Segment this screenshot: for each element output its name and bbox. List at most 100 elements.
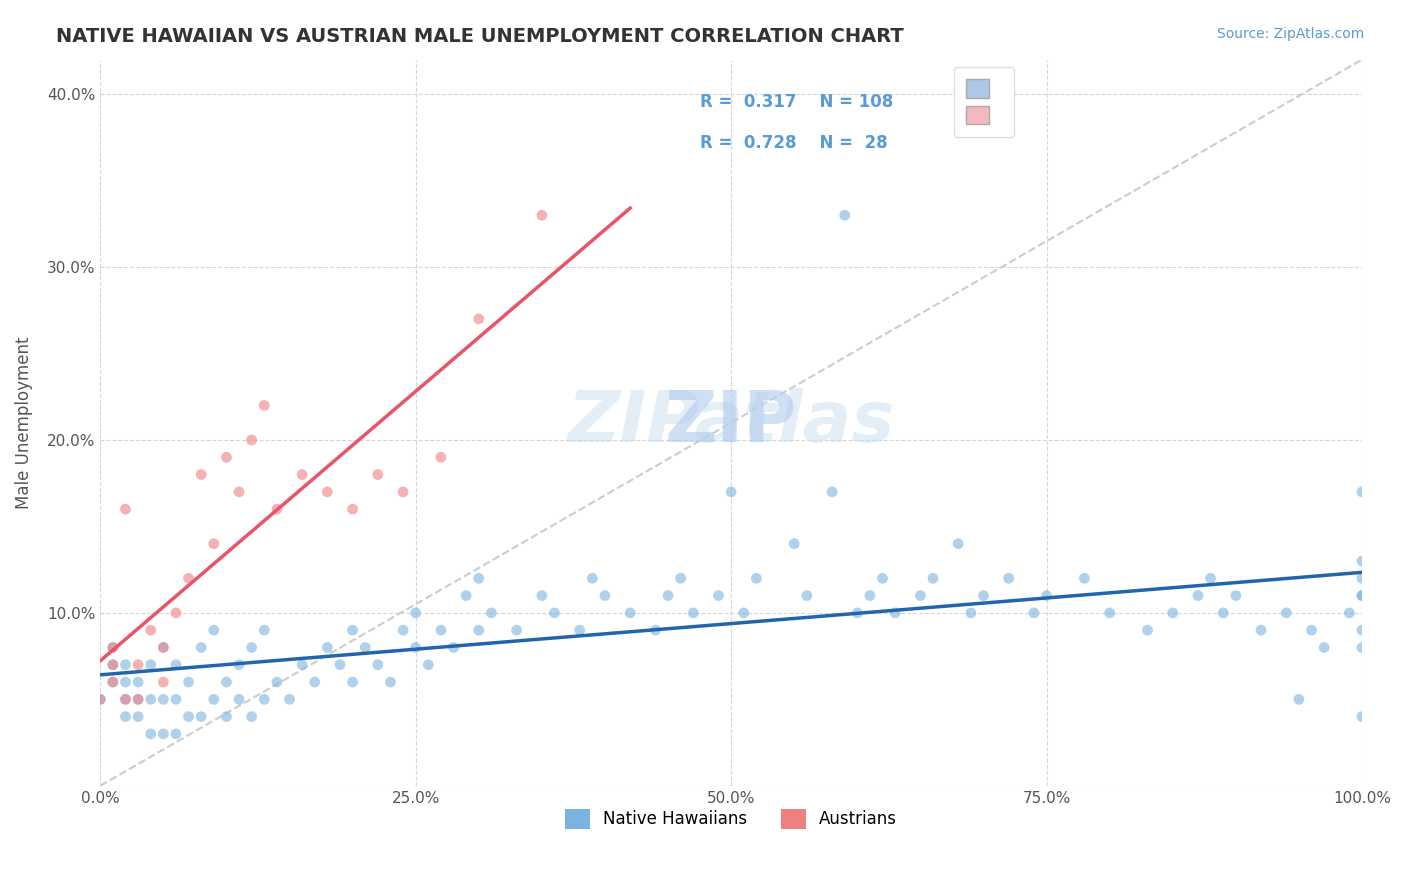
Point (669, 571, 692, 585)
Point (530, 589, 553, 603)
Point (1351, 554, 1374, 568)
Point (190, 640, 212, 655)
Point (1351, 589, 1374, 603)
Point (1199, 571, 1222, 585)
Point (266, 502, 288, 516)
Y-axis label: Male Unemployment: Male Unemployment (15, 336, 32, 509)
Text: ZIPatlas: ZIPatlas (568, 388, 894, 458)
Point (139, 727, 162, 741)
Point (177, 675, 200, 690)
Point (783, 537, 806, 551)
Point (910, 589, 932, 603)
Point (1351, 589, 1374, 603)
Point (796, 589, 818, 603)
Point (834, 208, 856, 222)
Point (291, 657, 314, 672)
Point (468, 312, 491, 326)
Point (139, 692, 162, 706)
Point (316, 484, 339, 499)
Point (177, 571, 200, 585)
Point (152, 692, 174, 706)
Point (405, 606, 427, 620)
Point (456, 589, 478, 603)
Point (304, 675, 326, 690)
Point (202, 537, 225, 551)
Point (114, 692, 136, 706)
Point (165, 606, 187, 620)
Point (127, 675, 149, 690)
Point (948, 537, 970, 551)
Point (253, 398, 276, 412)
Point (430, 450, 453, 465)
Point (1313, 640, 1336, 655)
Point (392, 484, 415, 499)
Point (733, 606, 755, 620)
Point (152, 640, 174, 655)
Point (291, 467, 314, 482)
Point (581, 571, 603, 585)
Point (316, 640, 339, 655)
Point (1022, 606, 1045, 620)
Point (165, 727, 187, 741)
Point (127, 709, 149, 723)
Point (1035, 589, 1057, 603)
Point (530, 208, 553, 222)
Point (468, 571, 491, 585)
Point (253, 692, 276, 706)
Point (405, 640, 427, 655)
Point (745, 571, 768, 585)
Point (278, 692, 301, 706)
Point (682, 606, 704, 620)
Point (1187, 589, 1209, 603)
Point (1301, 623, 1323, 637)
Point (367, 657, 389, 672)
Point (139, 657, 162, 672)
Text: ZIP: ZIP (665, 388, 797, 458)
Point (114, 657, 136, 672)
Text: R =  0.317    N = 108: R = 0.317 N = 108 (700, 93, 893, 111)
Point (821, 484, 844, 499)
Point (418, 657, 440, 672)
Point (430, 623, 453, 637)
Point (101, 675, 124, 690)
Point (872, 571, 894, 585)
Point (568, 623, 591, 637)
Point (1351, 484, 1374, 499)
Text: Source: ZipAtlas.com: Source: ZipAtlas.com (1216, 27, 1364, 41)
Point (380, 675, 402, 690)
Point (228, 484, 250, 499)
Point (972, 589, 994, 603)
Point (215, 675, 238, 690)
Point (89, 692, 111, 706)
Point (997, 571, 1019, 585)
Point (240, 709, 263, 723)
Point (202, 623, 225, 637)
Point (253, 623, 276, 637)
Point (505, 623, 527, 637)
Point (228, 657, 250, 672)
Point (1073, 571, 1095, 585)
Text: NATIVE HAWAIIAN VS AUSTRIAN MALE UNEMPLOYMENT CORRELATION CHART: NATIVE HAWAIIAN VS AUSTRIAN MALE UNEMPLO… (56, 27, 904, 45)
Point (1339, 606, 1361, 620)
Point (846, 606, 869, 620)
Point (165, 657, 187, 672)
Text: R =  0.728    N =  28: R = 0.728 N = 28 (700, 134, 887, 153)
Point (1136, 623, 1159, 637)
Point (114, 675, 136, 690)
Point (922, 571, 945, 585)
Point (215, 450, 238, 465)
Point (240, 640, 263, 655)
Point (657, 589, 679, 603)
Point (644, 623, 666, 637)
Point (859, 589, 882, 603)
Point (593, 589, 616, 603)
Point (101, 640, 124, 655)
Point (707, 589, 730, 603)
Point (1250, 623, 1272, 637)
Point (342, 502, 364, 516)
Point (127, 657, 149, 672)
Point (479, 606, 502, 620)
Point (1275, 606, 1298, 620)
Point (1212, 606, 1234, 620)
Point (240, 433, 263, 447)
